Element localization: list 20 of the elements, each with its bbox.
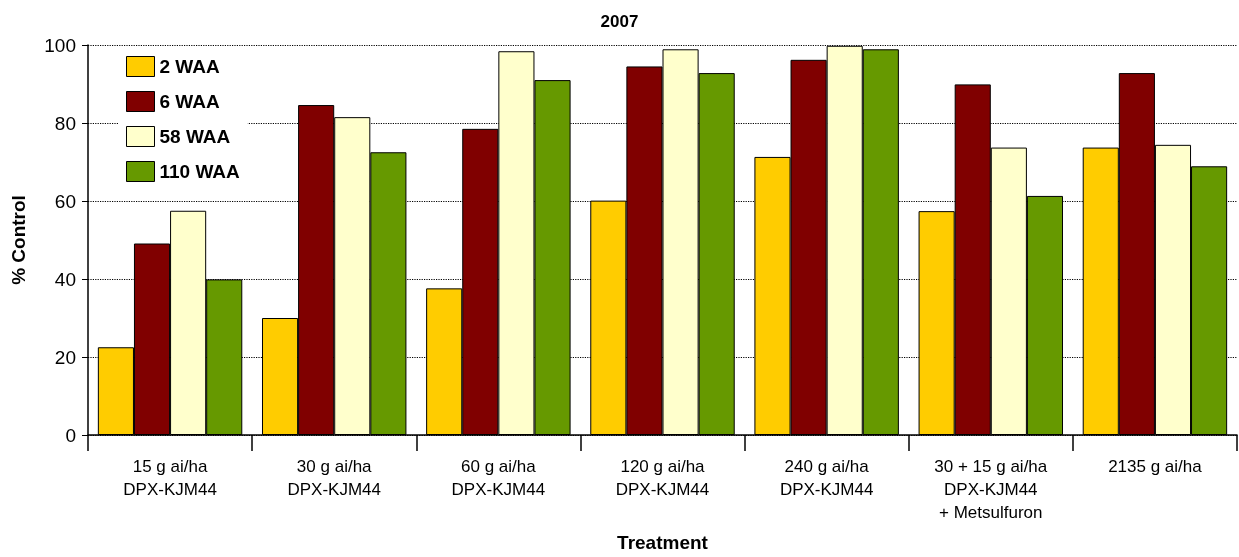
y-tick-label: 60	[54, 190, 76, 212]
chart-title: 2007	[600, 12, 639, 31]
y-tick-label: 80	[54, 112, 76, 134]
x-tick-label: 2135 g ai/ha	[1108, 457, 1203, 476]
x-tick-label: 15 g ai/ha DPX-KJM44	[123, 457, 217, 499]
x-tick-label: 30 g ai/ha DPX-KJM44	[287, 457, 381, 499]
x-tick-label: 60 g ai/ha DPX-KJM44	[451, 457, 546, 499]
x-tick-label: 240 g ai/ha DPX-KJM44	[779, 457, 874, 499]
y-tick-label: 100	[44, 34, 76, 56]
legend-label: 6 WAA	[159, 91, 220, 112]
legend-label: 110 WAA	[159, 161, 241, 182]
y-tick-label: 0	[65, 424, 76, 446]
x-tick-label: 120 g ai/ha DPX-KJM44	[615, 457, 710, 499]
x-axis-title: Treatment	[617, 532, 709, 553]
legend-label: 58 WAA	[159, 126, 231, 147]
y-axis-title: % Control	[8, 195, 29, 285]
legend-label: 2 WAA	[159, 56, 220, 77]
y-tick-label: 40	[54, 268, 76, 290]
x-tick-label: 30 + 15 g ai/ha DPX-KJM44 + Metsulfuron	[934, 457, 1048, 522]
y-tick-label: 20	[54, 346, 76, 368]
